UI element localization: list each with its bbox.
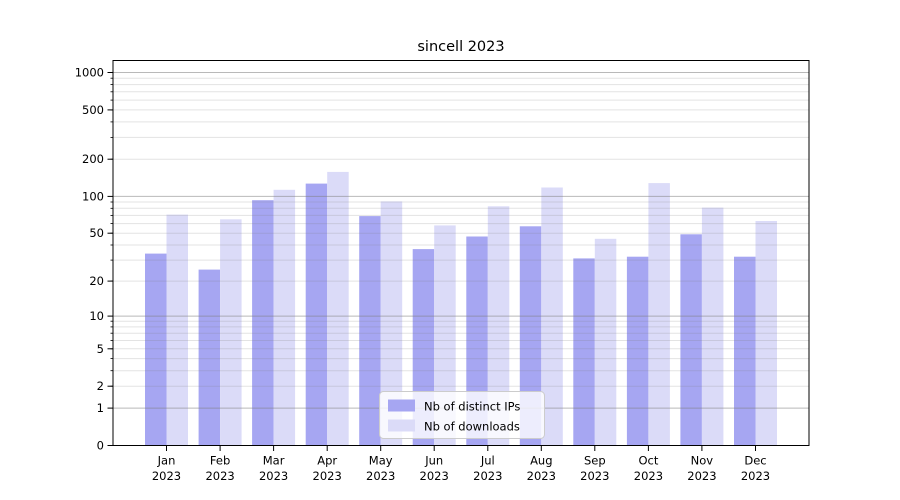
y-tick-label-20: 20	[89, 274, 104, 288]
bar-nb-of-distinct-ips-sep	[573, 258, 595, 446]
x-tick-year-label-jan: 2023	[152, 469, 181, 483]
x-tick-year-label-mar: 2023	[259, 469, 288, 483]
bar-nb-of-downloads-oct	[648, 183, 670, 446]
bar-nb-of-downloads-jun	[434, 225, 456, 446]
bar-nb-of-distinct-ips-may	[359, 216, 381, 446]
x-tick-year-label-may: 2023	[366, 469, 395, 483]
x-tick-label-jun: Jun	[424, 454, 443, 468]
y-tick-label-1: 1	[97, 401, 104, 415]
gridlines-layer	[113, 72, 809, 409]
x-tick-year-label-sep: 2023	[580, 469, 609, 483]
x-tick-year-label-oct: 2023	[634, 469, 663, 483]
bar-nb-of-downloads-sep	[594, 238, 617, 446]
bar-nb-of-downloads-jan	[166, 214, 188, 446]
bar-nb-of-downloads-jul	[487, 206, 510, 446]
bar-nb-of-downloads-apr	[327, 171, 349, 446]
legend-swatch-distinct-ips	[388, 399, 415, 412]
x-tick-year-label-nov: 2023	[687, 469, 716, 483]
x-tick-label-nov: Nov	[691, 454, 714, 468]
bar-nb-of-distinct-ips-nov	[680, 234, 702, 446]
x-tick-year-label-aug: 2023	[527, 469, 556, 483]
x-tick-label-mar: Mar	[263, 454, 285, 468]
x-tick-year-label-feb: 2023	[205, 469, 234, 483]
x-tick-label-jul: Jul	[480, 454, 495, 468]
y-tick-label-100: 100	[82, 189, 104, 203]
legend-box	[379, 391, 545, 439]
bar-nb-of-downloads-may	[380, 201, 403, 446]
legend-label-downloads: Nb of downloads	[424, 420, 520, 434]
axes-layer: 01251020501002005001000Jan2023Feb2023Mar…	[75, 66, 770, 484]
y-tick-label-50: 50	[89, 226, 104, 240]
bar-nb-of-distinct-ips-oct	[626, 256, 649, 446]
x-tick-label-oct: Oct	[638, 454, 658, 468]
x-tick-label-dec: Dec	[744, 454, 766, 468]
x-tick-year-label-dec: 2023	[741, 469, 770, 483]
bar-nb-of-downloads-nov	[701, 207, 724, 446]
x-tick-year-label-jun: 2023	[420, 469, 449, 483]
legend-label-distinct-ips: Nb of distinct IPs	[424, 400, 520, 414]
bar-nb-of-distinct-ips-dec	[734, 256, 756, 446]
x-tick-year-label-apr: 2023	[313, 469, 342, 483]
y-tick-label-0: 0	[97, 439, 104, 453]
x-tick-label-jan: Jan	[157, 454, 176, 468]
bar-nb-of-distinct-ips-aug	[519, 226, 542, 446]
bar-nb-of-distinct-ips-mar	[252, 200, 274, 446]
bar-nb-of-downloads-dec	[755, 221, 777, 446]
y-tick-label-500: 500	[82, 103, 104, 117]
x-tick-label-may: May	[369, 454, 393, 468]
bar-nb-of-downloads-feb	[220, 219, 242, 446]
legend-swatch-downloads	[388, 419, 415, 432]
y-tick-label-5: 5	[97, 342, 104, 356]
x-tick-label-feb: Feb	[210, 454, 230, 468]
bar-nb-of-distinct-ips-jan	[145, 253, 167, 446]
x-tick-year-label-jul: 2023	[473, 469, 502, 483]
bar-nb-of-distinct-ips-apr	[305, 183, 328, 446]
chart-title: sincell 2023	[417, 39, 504, 55]
bar-nb-of-distinct-ips-feb	[198, 269, 221, 446]
legend: Nb of distinct IPs Nb of downloads	[379, 391, 545, 439]
x-tick-label-sep: Sep	[584, 454, 606, 468]
y-tick-label-10: 10	[89, 309, 104, 323]
y-tick-label-2: 2	[97, 379, 104, 393]
bar-nb-of-downloads-mar	[273, 189, 296, 446]
x-tick-label-apr: Apr	[317, 454, 337, 468]
x-tick-label-aug: Aug	[530, 454, 552, 468]
plot-border	[112, 60, 810, 446]
y-tick-label-1000: 1000	[75, 66, 104, 80]
y-tick-label-200: 200	[82, 152, 104, 166]
